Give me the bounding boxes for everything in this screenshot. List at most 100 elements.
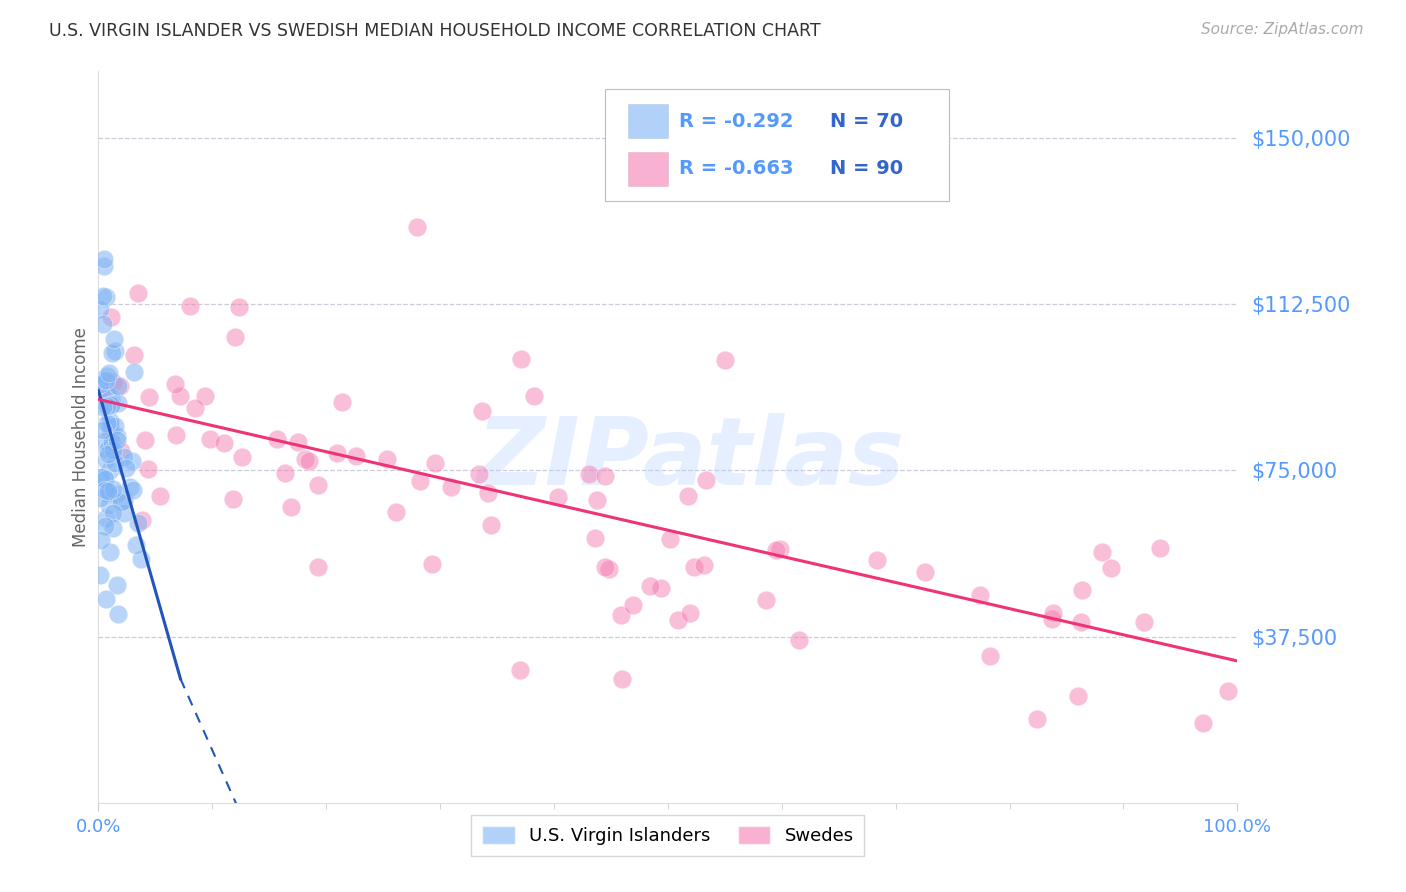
Point [115, 461, 138, 475]
Point [274, 467, 297, 481]
Point [228, 300, 250, 314]
Point [179, 299, 201, 313]
Point [90, 533, 112, 547]
Point [89, 376, 111, 391]
Point [104, 419, 127, 434]
Point [1070, 582, 1092, 597]
Text: Source: ZipAtlas.com: Source: ZipAtlas.com [1201, 22, 1364, 37]
Point [107, 396, 129, 410]
Point [98, 414, 121, 428]
Point [194, 389, 217, 403]
Point [344, 449, 367, 463]
Point [93, 470, 115, 484]
Point [769, 542, 792, 557]
Point [105, 487, 128, 501]
Point [650, 581, 672, 595]
Point [110, 444, 132, 458]
Point [547, 490, 569, 504]
Point [678, 489, 700, 503]
Point [659, 532, 682, 546]
Point [280, 500, 302, 514]
Point [468, 467, 491, 482]
Point [93, 252, 115, 267]
Point [375, 452, 398, 467]
Point [471, 404, 494, 418]
Point [294, 451, 316, 466]
Point [169, 389, 191, 403]
Point [683, 560, 706, 574]
Point [96, 368, 118, 383]
Point [89, 491, 111, 505]
Text: U.S. VIRGIN ISLANDER VS SWEDISH MEDIAN HOUSEHOLD INCOME CORRELATION CHART: U.S. VIRGIN ISLANDER VS SWEDISH MEDIAN H… [49, 22, 821, 40]
Point [523, 389, 546, 403]
Point [100, 398, 122, 412]
Point [163, 376, 186, 391]
Point [578, 467, 600, 482]
Point [127, 285, 149, 300]
Point [787, 632, 810, 647]
Point [93, 317, 115, 331]
Point [479, 517, 502, 532]
Point [100, 435, 122, 450]
Point [914, 565, 936, 579]
Point [165, 428, 187, 442]
Point [112, 507, 135, 521]
Point [1132, 615, 1154, 629]
Point [666, 613, 689, 627]
Point [307, 560, 329, 574]
Point [107, 379, 129, 393]
Point [969, 588, 991, 602]
Point [420, 557, 443, 571]
Point [714, 352, 737, 367]
Point [222, 492, 245, 507]
Point [693, 558, 716, 573]
Point [298, 454, 321, 468]
Point [231, 450, 253, 464]
Point [105, 428, 128, 442]
Point [638, 578, 661, 592]
Point [755, 592, 778, 607]
Point [96, 511, 118, 525]
Point [224, 330, 246, 344]
Point [149, 489, 172, 503]
Point [103, 443, 125, 458]
Point [100, 425, 122, 440]
Point [97, 366, 120, 380]
Point [97, 387, 120, 401]
Point [107, 607, 129, 621]
Point [125, 538, 148, 552]
Point [101, 521, 124, 535]
Point [212, 436, 235, 450]
Point [94, 373, 117, 387]
Point [1042, 606, 1064, 620]
Point [1040, 612, 1063, 626]
Point [287, 434, 309, 449]
Point [127, 516, 149, 531]
Point [200, 432, 222, 446]
Point [423, 456, 446, 470]
Point [307, 478, 329, 492]
Point [1067, 690, 1090, 704]
Point [105, 433, 128, 447]
Point [96, 290, 118, 304]
Point [112, 493, 135, 508]
Point [104, 343, 127, 358]
Point [90, 388, 112, 402]
Text: R = -0.292: R = -0.292 [679, 112, 793, 131]
Point [93, 519, 115, 533]
Point [510, 352, 533, 367]
Point [101, 396, 124, 410]
Point [108, 378, 131, 392]
Point [93, 424, 115, 438]
Point [593, 469, 616, 483]
Point [266, 432, 288, 446]
Point [122, 483, 145, 497]
Point [406, 219, 429, 234]
Point [98, 498, 121, 512]
Text: R = -0.663: R = -0.663 [679, 159, 793, 178]
Point [330, 395, 353, 409]
Point [100, 545, 122, 559]
Point [1149, 541, 1171, 555]
Point [1026, 712, 1049, 726]
Point [131, 514, 153, 528]
